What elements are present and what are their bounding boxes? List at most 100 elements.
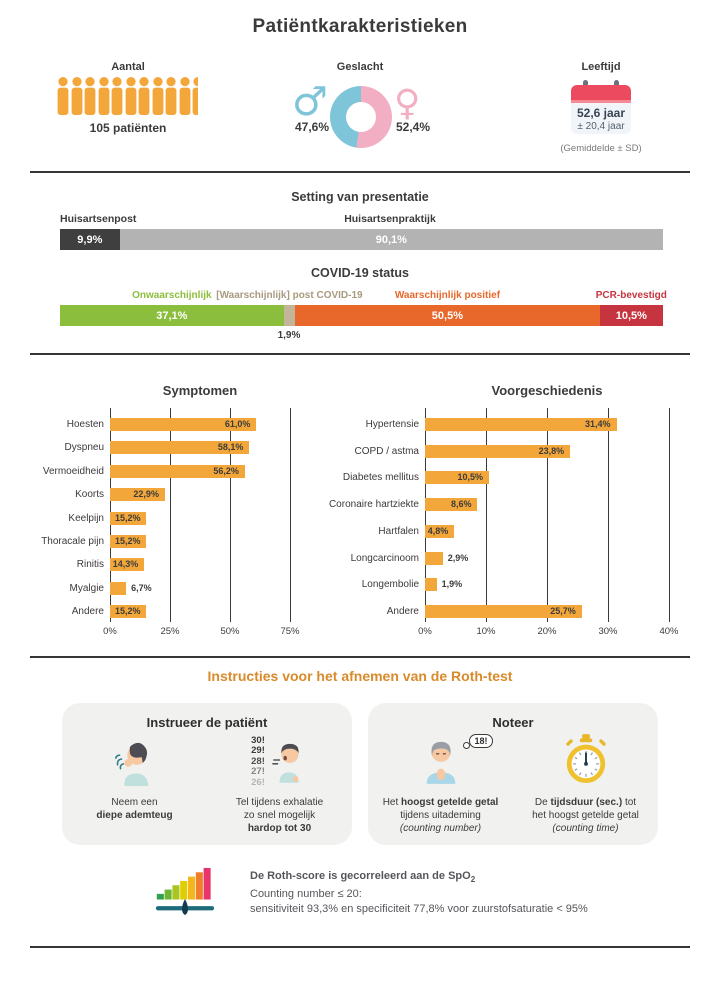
person-icon xyxy=(125,77,137,115)
value-label: 1,9% xyxy=(441,579,463,590)
female-percentage: 52,4% xyxy=(395,120,431,134)
bar-segment-huisartsenpost: 9,9% xyxy=(60,229,120,250)
person-icon xyxy=(71,77,83,115)
text-line: Het hoogst getelde getal xyxy=(382,797,499,808)
covid-segment-label: Waarschijnlijk positief xyxy=(394,290,501,301)
data-bar xyxy=(425,418,617,431)
age-sd: ± 20,4 jaar xyxy=(577,120,625,132)
icon-zone: 30! 29! 28! 27! 26! xyxy=(207,732,352,792)
x-tick-label: 0% xyxy=(103,626,117,637)
icon-zone xyxy=(62,732,207,792)
x-tick-label: 75% xyxy=(280,626,300,637)
icon-zone xyxy=(513,732,658,792)
breathing-person-icon xyxy=(109,734,161,791)
covid-post-covid-value: 1,9% xyxy=(277,330,301,341)
chart-gridline xyxy=(669,408,670,622)
setting-label-huisartsenpraktijk: Huisartsenpraktijk xyxy=(344,213,436,225)
value-label: 22,9% xyxy=(133,489,159,500)
data-bar xyxy=(425,524,455,538)
data-bar xyxy=(110,464,245,478)
chart-gridline xyxy=(170,408,171,622)
instruct-patient-card: Instrueer de patiënt Neem een diepe ademt… xyxy=(62,703,352,845)
thinking-person-icon: 18! xyxy=(419,733,493,789)
roth-score-gauge-icon xyxy=(154,863,216,926)
value-label: 56,2% xyxy=(213,465,239,476)
text-line: diepe ademteug xyxy=(96,810,173,821)
person-icon xyxy=(138,77,150,115)
person-icon xyxy=(84,77,96,115)
section-divider xyxy=(30,656,690,658)
calendar-icon: 52,6 jaar ± 20,4 jaar xyxy=(571,80,631,136)
covid-segment-label: [Waarschijnlijk] post COVID-19 xyxy=(216,290,363,301)
category-label: Myalgie xyxy=(69,582,104,594)
thought-bubble: 18! xyxy=(463,733,493,749)
countdown-numbers: 30! 29! 28! 27! 26! xyxy=(251,734,265,789)
chart-gridline xyxy=(608,408,609,622)
value-label: 4,8% xyxy=(427,525,449,536)
countdown-number: 27! xyxy=(251,766,265,778)
age-note: (Gemiddelde ± SD) xyxy=(560,143,642,154)
x-tick-label: 40% xyxy=(659,626,679,637)
text-line: hardop tot 30 xyxy=(247,823,312,834)
instruction-text: Het hoogst getelde getal tijdens uitademi… xyxy=(368,796,513,835)
male-percentage: 47,6% xyxy=(294,120,330,134)
person-icon xyxy=(179,77,191,115)
instruction-text: Tel tijdens exhalatie zo snel mogelijk har… xyxy=(207,796,352,835)
stopwatch-icon xyxy=(562,733,610,792)
countdown-number: 26! xyxy=(251,776,265,788)
roth-note-line2: Counting number ≤ 20: xyxy=(250,888,362,901)
chart-title-symptomen: Symptomen xyxy=(162,383,238,398)
roth-note-text: De Roth-score is gecorreleerd aan de SpO… xyxy=(250,869,588,917)
x-tick-label: 50% xyxy=(220,626,240,637)
category-label: Thoracale pijn xyxy=(41,535,104,547)
value-label: 15,2% xyxy=(114,512,141,523)
covid-segment-label: PCR-bevestigd xyxy=(595,290,667,301)
section-divider xyxy=(30,353,690,355)
instruction-item: 18! Het hoogst getelde getal tijdens uitad… xyxy=(368,732,513,835)
text-line: Tel tijdens exhalatie xyxy=(235,797,324,808)
value-label: 61,0% xyxy=(224,419,251,429)
male-icon: ♂ xyxy=(292,79,328,125)
instruction-item: De tijdsduur (sec.) tot het hoogst geteld… xyxy=(513,732,658,835)
x-tick-label: 30% xyxy=(598,626,618,637)
countdown-number: 29! xyxy=(251,745,265,757)
category-label: Hartfalen xyxy=(378,525,419,537)
category-label: Coronaire hartziekte xyxy=(328,499,419,511)
calendar-header-strip xyxy=(571,100,631,103)
category-label: Dyspneu xyxy=(64,442,104,454)
value-label: 10,5% xyxy=(457,472,484,483)
data-bar xyxy=(425,605,582,618)
countdown-number: 30! xyxy=(251,734,265,746)
chart-gridline xyxy=(110,408,111,622)
chart-gridline xyxy=(486,408,487,622)
card-items: 18! Het hoogst getelde getal tijdens uitad… xyxy=(368,732,658,835)
patient-count-label: 105 patiënten xyxy=(89,121,167,135)
bar-segment-onwaarschijnlijk: 37,1% xyxy=(60,305,284,326)
data-bar xyxy=(425,578,437,592)
bar-segment-huisartsenpraktijk: 90,1% xyxy=(119,229,663,250)
mean-age: 52,6 jaar xyxy=(576,105,626,120)
note-card: Noteer 18! Het hoogst getelde getal tijden… xyxy=(368,703,658,845)
leeftijd-header: Leeftijd xyxy=(581,61,621,73)
person-icon xyxy=(98,77,110,115)
data-bar xyxy=(110,441,250,455)
page-title: Patiëntkarakteristieken xyxy=(252,16,468,37)
section-divider xyxy=(30,946,690,948)
person-icon xyxy=(111,77,123,115)
x-tick-label: 25% xyxy=(160,626,180,637)
roth-note-line1: De Roth-score is gecorreleerd aan de SpO… xyxy=(250,870,476,885)
value-label: 2,9% xyxy=(447,552,469,563)
category-label: Rinitis xyxy=(76,559,104,571)
data-bar xyxy=(425,444,571,458)
text-line: zo snel mogelijk xyxy=(243,810,316,821)
chart-gridline xyxy=(290,408,291,622)
instructions-title: Instructies voor het afnemen van de Roth… xyxy=(207,668,513,684)
setting-section-title: Setting van presentatie xyxy=(291,190,429,204)
data-bar xyxy=(110,534,147,548)
text-line: (counting time) xyxy=(552,823,619,834)
text-line: (counting number) xyxy=(399,823,482,834)
gender-donut-chart xyxy=(330,86,392,148)
card-title: Instrueer de patiënt xyxy=(146,715,268,730)
instruction-item: 30! 29! 28! 27! 26! Tel tijdens exhalatie zo s… xyxy=(207,732,352,835)
half-person-icon xyxy=(192,77,198,115)
